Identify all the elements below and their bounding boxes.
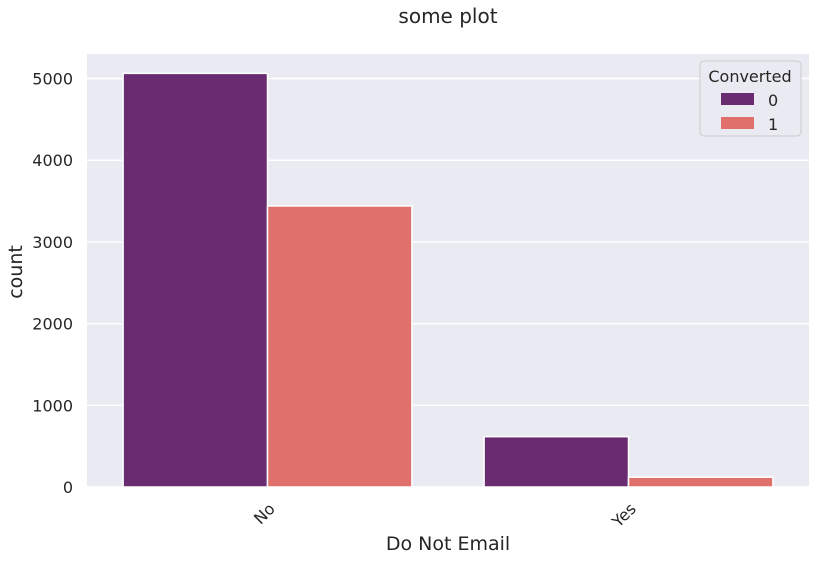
legend-label-0: 0 (768, 91, 778, 110)
x-tick-label: No (250, 499, 279, 528)
bar-yes-series-0 (483, 435, 630, 488)
y-tick-label: 0 (63, 478, 73, 497)
y-tick-label: 1000 (32, 396, 73, 415)
bar-no-series-0 (122, 72, 269, 488)
y-tick-label: 4000 (32, 151, 73, 170)
y-axis-label: count (5, 245, 27, 299)
y-tick-label: 3000 (32, 233, 73, 252)
legend: Converted 0 1 (699, 60, 802, 137)
chart-title: some plot (398, 4, 497, 28)
bar-no-series-1 (266, 205, 413, 488)
bar-yes-series-1 (627, 476, 774, 488)
bars (122, 72, 774, 488)
legend-swatch-0 (721, 93, 754, 105)
legend-label-1: 1 (768, 115, 778, 134)
y-tick-label: 2000 (32, 315, 73, 334)
x-tick-labels: No Yes (250, 499, 640, 531)
y-tick-label: 5000 (32, 70, 73, 89)
y-tick-labels: 0 1000 2000 3000 4000 5000 (32, 70, 73, 497)
x-axis-label: Do Not Email (386, 533, 510, 555)
x-tick-label: Yes (607, 499, 639, 531)
legend-title: Converted (708, 67, 791, 86)
legend-swatch-1 (721, 117, 754, 129)
